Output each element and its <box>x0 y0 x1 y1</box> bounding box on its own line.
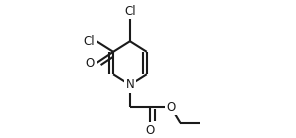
Text: O: O <box>166 101 176 114</box>
Text: N: N <box>126 78 134 91</box>
Text: O: O <box>146 124 155 137</box>
Text: Cl: Cl <box>83 35 95 48</box>
Text: Cl: Cl <box>124 5 136 18</box>
Text: O: O <box>86 57 95 70</box>
